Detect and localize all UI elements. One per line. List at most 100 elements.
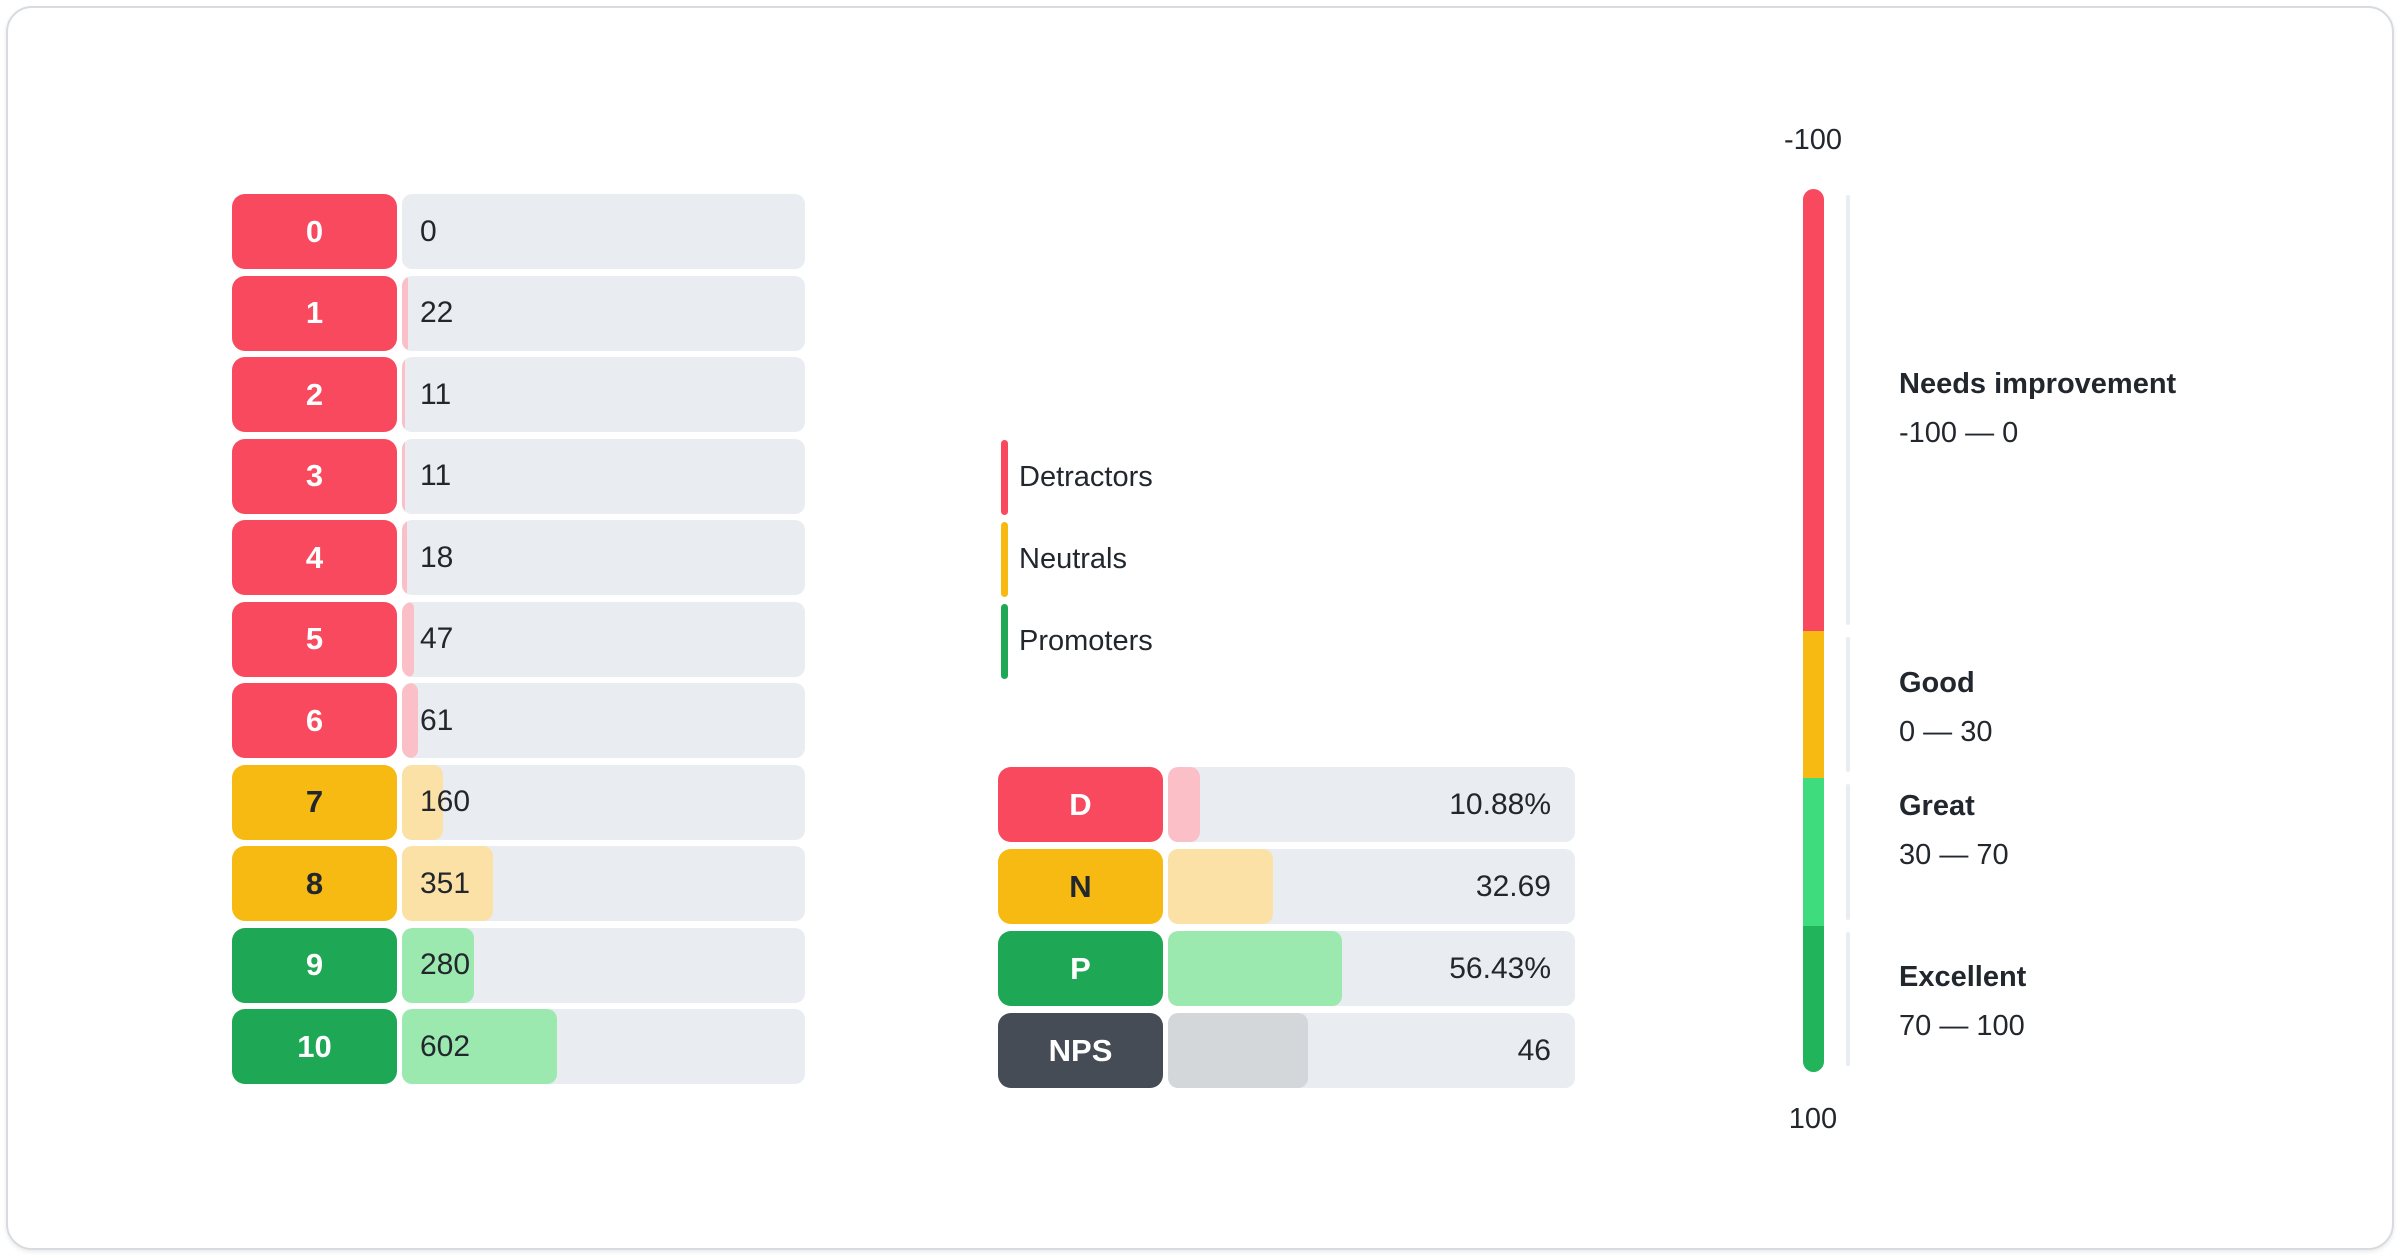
score-count: 602 xyxy=(420,1029,471,1063)
summary-badge: N xyxy=(998,849,1163,924)
score-count: 61 xyxy=(420,703,454,737)
score-fill xyxy=(402,275,408,351)
summary-fill xyxy=(1168,1013,1308,1088)
score-row: 0 0 xyxy=(232,194,805,269)
score-badge: 10 xyxy=(232,1009,397,1084)
score-count: 47 xyxy=(420,622,454,655)
score-track: 47 xyxy=(402,601,805,677)
score-row: 7 160 xyxy=(232,764,805,840)
score-badge: 0 xyxy=(232,194,397,269)
legend-item-neutrals: Neutrals xyxy=(1001,522,1153,597)
score-badge: 4 xyxy=(232,520,397,595)
score-track: 351 xyxy=(402,846,805,921)
summary-badge: NPS xyxy=(998,1013,1163,1088)
score-badge: 5 xyxy=(232,601,397,677)
score-track: 61 xyxy=(402,683,805,758)
score-track: 0 xyxy=(402,194,805,269)
gauge-axis-segment xyxy=(1846,778,1850,926)
zone-label-great: Great 30 — 70 xyxy=(1899,782,2009,880)
summary-badge: P xyxy=(998,931,1163,1006)
score-fill xyxy=(402,846,493,921)
score-row: 9 280 xyxy=(232,927,805,1003)
summary-track: 56.43% xyxy=(1168,931,1575,1006)
gauge-zone-needs-improvement xyxy=(1803,189,1824,632)
score-row: 6 61 xyxy=(232,683,805,758)
zone-range: 0 — 30 xyxy=(1899,716,1993,748)
summary-row-nps: NPS 46 xyxy=(998,1013,1575,1088)
detractors-swatch-icon xyxy=(1001,440,1008,515)
neutrals-swatch-icon xyxy=(1001,522,1008,597)
gauge-zone-great xyxy=(1803,777,1824,927)
summary-value: 46 xyxy=(1517,1033,1551,1067)
summary-value: 32.69 xyxy=(1475,869,1551,903)
score-track: 160 xyxy=(402,764,805,840)
score-count: 351 xyxy=(420,866,471,900)
score-row: 5 47 xyxy=(232,601,805,677)
gauge-axis-segment xyxy=(1846,926,1850,1072)
zone-range: -100 — 0 xyxy=(1899,417,2019,449)
legend: Detractors Neutrals Promoters xyxy=(1001,440,1153,679)
legend-label: Neutrals xyxy=(1019,543,1127,575)
score-track: 602 xyxy=(402,1009,805,1084)
zone-name: Great xyxy=(1899,790,1975,822)
legend-item-promoters: Promoters xyxy=(1001,604,1153,679)
score-track: 22 xyxy=(402,275,805,351)
summary-fill xyxy=(1168,767,1201,842)
legend-item-detractors: Detractors xyxy=(1001,440,1153,515)
gauge-zone-excellent xyxy=(1803,926,1824,1072)
score-fill xyxy=(402,927,475,1003)
score-count: 160 xyxy=(420,785,471,818)
score-badge: 3 xyxy=(232,438,397,514)
score-distribution-chart: 0 0 1 22 2 11 3 11 xyxy=(232,194,805,1084)
summary-row-neutrals: N 32.69 xyxy=(998,849,1575,924)
zone-range: 30 — 70 xyxy=(1899,839,2009,871)
zone-name: Needs improvement xyxy=(1899,368,2177,400)
score-track: 11 xyxy=(402,357,805,432)
score-fill xyxy=(402,1009,558,1084)
summary-fill xyxy=(1168,931,1342,1006)
score-fill xyxy=(402,357,405,432)
zone-name: Good xyxy=(1899,667,1975,699)
gauge-min-label: -100 xyxy=(1783,124,1843,156)
score-track: 11 xyxy=(402,438,805,514)
gauge-axis xyxy=(1846,189,1850,1072)
summary-row-promoters: P 56.43% xyxy=(998,931,1575,1006)
summary-value: 56.43% xyxy=(1449,951,1551,985)
legend-label: Promoters xyxy=(1019,625,1153,657)
summary-value: 10.88% xyxy=(1449,787,1551,821)
score-fill xyxy=(402,438,405,514)
score-fill xyxy=(402,683,418,758)
score-fill xyxy=(402,601,415,677)
score-count: 22 xyxy=(420,296,454,329)
gauge-axis-segment xyxy=(1846,189,1850,631)
score-row: 8 351 xyxy=(232,846,805,921)
gauge-max-label: 100 xyxy=(1788,1103,1838,1135)
score-row: 10 602 xyxy=(232,1009,805,1084)
score-row: 2 11 xyxy=(232,357,805,432)
score-count: 280 xyxy=(420,948,471,981)
zone-name: Excellent xyxy=(1899,961,2027,993)
zone-label-good: Good 0 — 30 xyxy=(1899,659,1993,757)
summary-badge: D xyxy=(998,767,1163,842)
score-count: 11 xyxy=(420,459,452,492)
score-badge: 9 xyxy=(232,927,397,1003)
nps-dashboard-card: 0 0 1 22 2 11 3 11 xyxy=(6,6,2394,1250)
gauge-axis-segment xyxy=(1846,631,1850,778)
score-fill xyxy=(402,764,444,840)
zone-range: 70 — 100 xyxy=(1899,1010,2025,1042)
nps-gauge-bar xyxy=(1803,189,1824,1072)
zone-label-excellent: Excellent 70 — 100 xyxy=(1899,953,2026,1051)
score-fill xyxy=(402,520,407,595)
score-count: 11 xyxy=(420,377,452,411)
promoters-swatch-icon xyxy=(1001,604,1008,679)
score-row: 1 22 xyxy=(232,275,805,351)
summary-track: 32.69 xyxy=(1168,849,1575,924)
nps-summary-chart: D 10.88% N 32.69 P 56.43% NPS 46 xyxy=(998,767,1575,1088)
summary-fill xyxy=(1168,849,1273,924)
summary-track: 46 xyxy=(1168,1013,1575,1088)
score-badge: 6 xyxy=(232,683,397,758)
score-track: 280 xyxy=(402,927,805,1003)
score-row: 4 18 xyxy=(232,520,805,595)
score-badge: 8 xyxy=(232,846,397,921)
score-count: 18 xyxy=(420,540,454,574)
